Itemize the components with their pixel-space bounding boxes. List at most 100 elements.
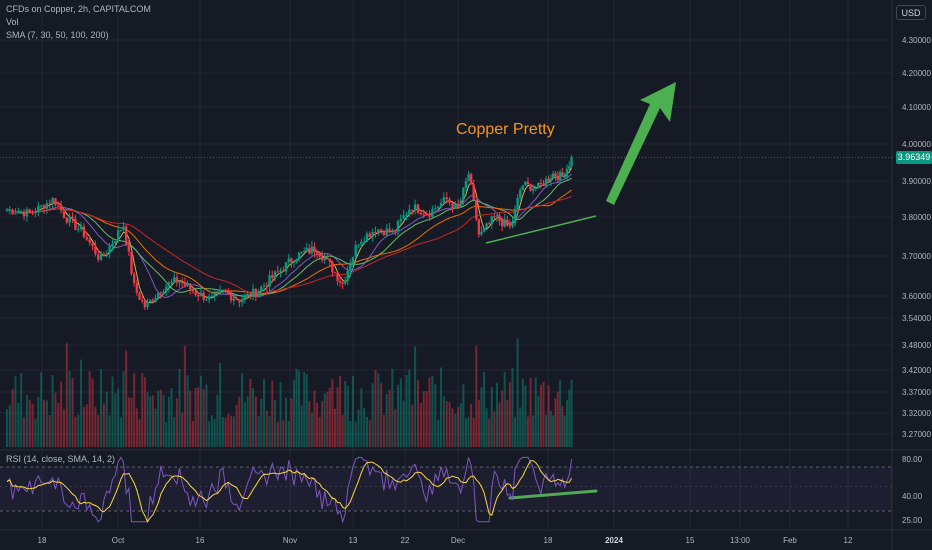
- price-tick-label: 3.54000: [902, 314, 931, 323]
- candle-body: [276, 271, 279, 273]
- time-tick-label: 12: [844, 536, 853, 545]
- candle-body: [371, 231, 374, 237]
- candle-body: [547, 178, 550, 182]
- rsi-trendline: [508, 489, 598, 500]
- candle-body: [405, 214, 408, 216]
- volume-bar: [213, 418, 216, 447]
- candle-body: [349, 264, 352, 271]
- volume-bar: [85, 404, 88, 447]
- volume-bar: [285, 397, 288, 447]
- candle-body: [85, 237, 89, 240]
- volume-bar: [556, 391, 559, 447]
- candle-body: [445, 197, 448, 200]
- candle-body: [251, 288, 255, 298]
- sma-100-line: [6, 189, 572, 295]
- volume-bar: [130, 397, 133, 447]
- candle-body: [290, 258, 293, 263]
- candle-body: [243, 295, 247, 300]
- volume-bar: [219, 362, 222, 447]
- candle-body: [425, 214, 428, 216]
- candle-body: [99, 254, 103, 260]
- candle-body: [229, 294, 233, 301]
- candle-body: [178, 281, 181, 283]
- volume-bar: [135, 408, 138, 447]
- candle-body: [79, 226, 83, 229]
- candle-body: [114, 240, 117, 244]
- volume-bar: [331, 378, 334, 447]
- volume-bar: [493, 411, 496, 447]
- candle-body: [344, 280, 347, 284]
- volume-bar: [428, 377, 431, 447]
- volume-bar: [133, 373, 136, 447]
- volume-bar: [552, 415, 555, 447]
- volume-bar: [246, 396, 249, 447]
- time-tick-label: 13: [349, 536, 358, 545]
- volume-bar: [498, 402, 501, 447]
- volume-bar: [154, 408, 157, 447]
- candle-body: [537, 182, 540, 189]
- price-tick-label: 3.37000: [902, 388, 931, 397]
- sma-200-line: [6, 195, 572, 295]
- price-tick-label: 3.60000: [902, 292, 931, 301]
- candle-body: [249, 293, 252, 298]
- candle-body: [246, 293, 249, 296]
- volume-bar: [105, 391, 108, 447]
- volume-bar: [111, 376, 114, 447]
- candle-body: [493, 216, 496, 218]
- candle-body: [8, 209, 11, 211]
- volume-bar: [408, 369, 411, 447]
- volume-bar: [354, 421, 357, 447]
- volume-bar: [65, 343, 68, 447]
- volume-bar: [122, 371, 125, 447]
- candle-body: [500, 220, 504, 227]
- volume-bar: [318, 416, 321, 447]
- volume-bar: [263, 379, 266, 447]
- candle-body: [183, 283, 187, 286]
- volume-bar: [287, 421, 290, 447]
- candle-body: [17, 212, 20, 214]
- volume-bar: [326, 391, 329, 447]
- candle-body: [88, 239, 91, 243]
- candle-body: [570, 157, 573, 167]
- volume-bar: [344, 380, 347, 447]
- volume-bar: [565, 400, 568, 447]
- candle-body: [167, 282, 171, 287]
- price-tick-label: 3.70000: [902, 252, 931, 261]
- volume-bar: [48, 415, 51, 447]
- volume-bar: [199, 375, 202, 447]
- candle-body: [28, 209, 31, 213]
- volume-bar: [60, 381, 63, 447]
- volume-bar: [457, 406, 460, 447]
- candle-body: [346, 270, 349, 281]
- price-tick-label: 4.20000: [902, 69, 931, 78]
- candle-body: [138, 292, 141, 300]
- candle-body: [459, 200, 462, 208]
- volume-bar: [532, 415, 535, 447]
- candle-body: [513, 208, 517, 224]
- candle-body: [271, 275, 274, 279]
- currency-button[interactable]: USD: [896, 5, 926, 20]
- candle-body: [422, 214, 425, 216]
- volume-bar: [31, 403, 34, 447]
- volume-bar: [71, 377, 74, 447]
- candle-body: [59, 205, 63, 211]
- volume-bar: [521, 378, 524, 447]
- volume-bar: [561, 405, 564, 447]
- candle-body: [82, 226, 86, 238]
- volume-bar: [419, 403, 422, 447]
- candle-body: [436, 206, 440, 209]
- volume-bar: [549, 410, 552, 447]
- volume-bar: [357, 409, 360, 447]
- candle-body: [439, 202, 443, 207]
- candle-body: [357, 244, 360, 246]
- volume-bar: [221, 417, 224, 447]
- candle-body: [273, 271, 277, 279]
- volume-bar: [529, 378, 532, 447]
- volume-bar: [292, 379, 295, 447]
- candle-body: [393, 230, 397, 232]
- candle-body: [391, 230, 394, 233]
- candle-body: [351, 256, 355, 265]
- volume-bar: [43, 399, 46, 447]
- candle-body: [431, 209, 434, 217]
